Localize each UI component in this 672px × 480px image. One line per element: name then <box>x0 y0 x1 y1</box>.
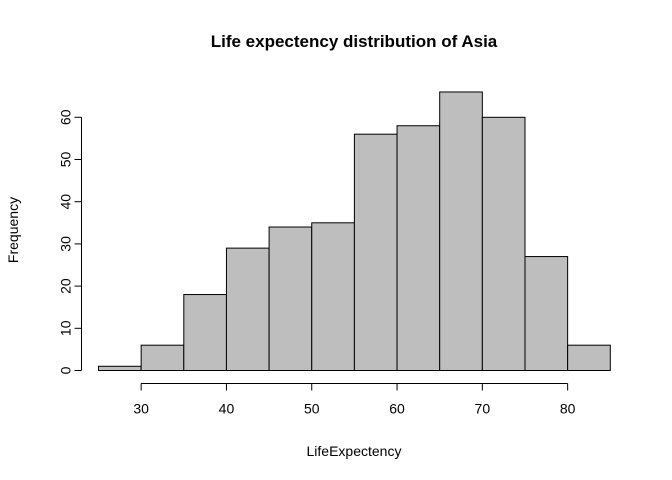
y-tick-label-10: 10 <box>58 320 74 336</box>
histogram-bar-45-50 <box>268 226 313 371</box>
y-tick-label-20: 20 <box>58 278 74 294</box>
x-tick-label-70: 70 <box>475 401 491 417</box>
x-tick-label-30: 30 <box>133 401 149 417</box>
histogram-bar-40-45 <box>225 247 270 371</box>
histogram-bar-25-30 <box>98 365 142 371</box>
x-tick-label-50: 50 <box>304 401 320 417</box>
y-tick-label-50: 50 <box>58 152 74 168</box>
histogram-bar-65-70 <box>439 91 483 371</box>
x-tick-label-60: 60 <box>389 401 405 417</box>
y-tick-label-0: 0 <box>58 366 74 374</box>
y-axis: 0 10 20 30 40 50 60 <box>58 109 82 374</box>
histogram-bar-55-60 <box>353 133 398 371</box>
y-tick-label-40: 40 <box>58 194 74 210</box>
x-tick-label-40: 40 <box>219 401 235 417</box>
x-tick-label-80: 80 <box>560 401 576 417</box>
chart-title: Life expectency distribution of Asia <box>211 32 498 51</box>
x-axis: 30 40 50 60 70 80 <box>133 383 576 417</box>
histogram-bar-80-85 <box>567 344 611 371</box>
y-tick-label-30: 30 <box>58 236 74 252</box>
histogram-bar-30-35 <box>140 344 185 371</box>
histogram-bar-60-65 <box>396 125 441 371</box>
bars-group <box>98 91 611 372</box>
y-axis-label: Frequency <box>5 197 21 263</box>
histogram-bar-70-75 <box>481 116 526 371</box>
y-tick-label-60: 60 <box>58 109 74 125</box>
histogram-bar-35-40 <box>183 294 227 372</box>
x-axis-label: LifeExpectency <box>307 443 402 459</box>
histogram-bar-75-80 <box>524 256 569 371</box>
histogram-bar-50-55 <box>311 222 355 371</box>
